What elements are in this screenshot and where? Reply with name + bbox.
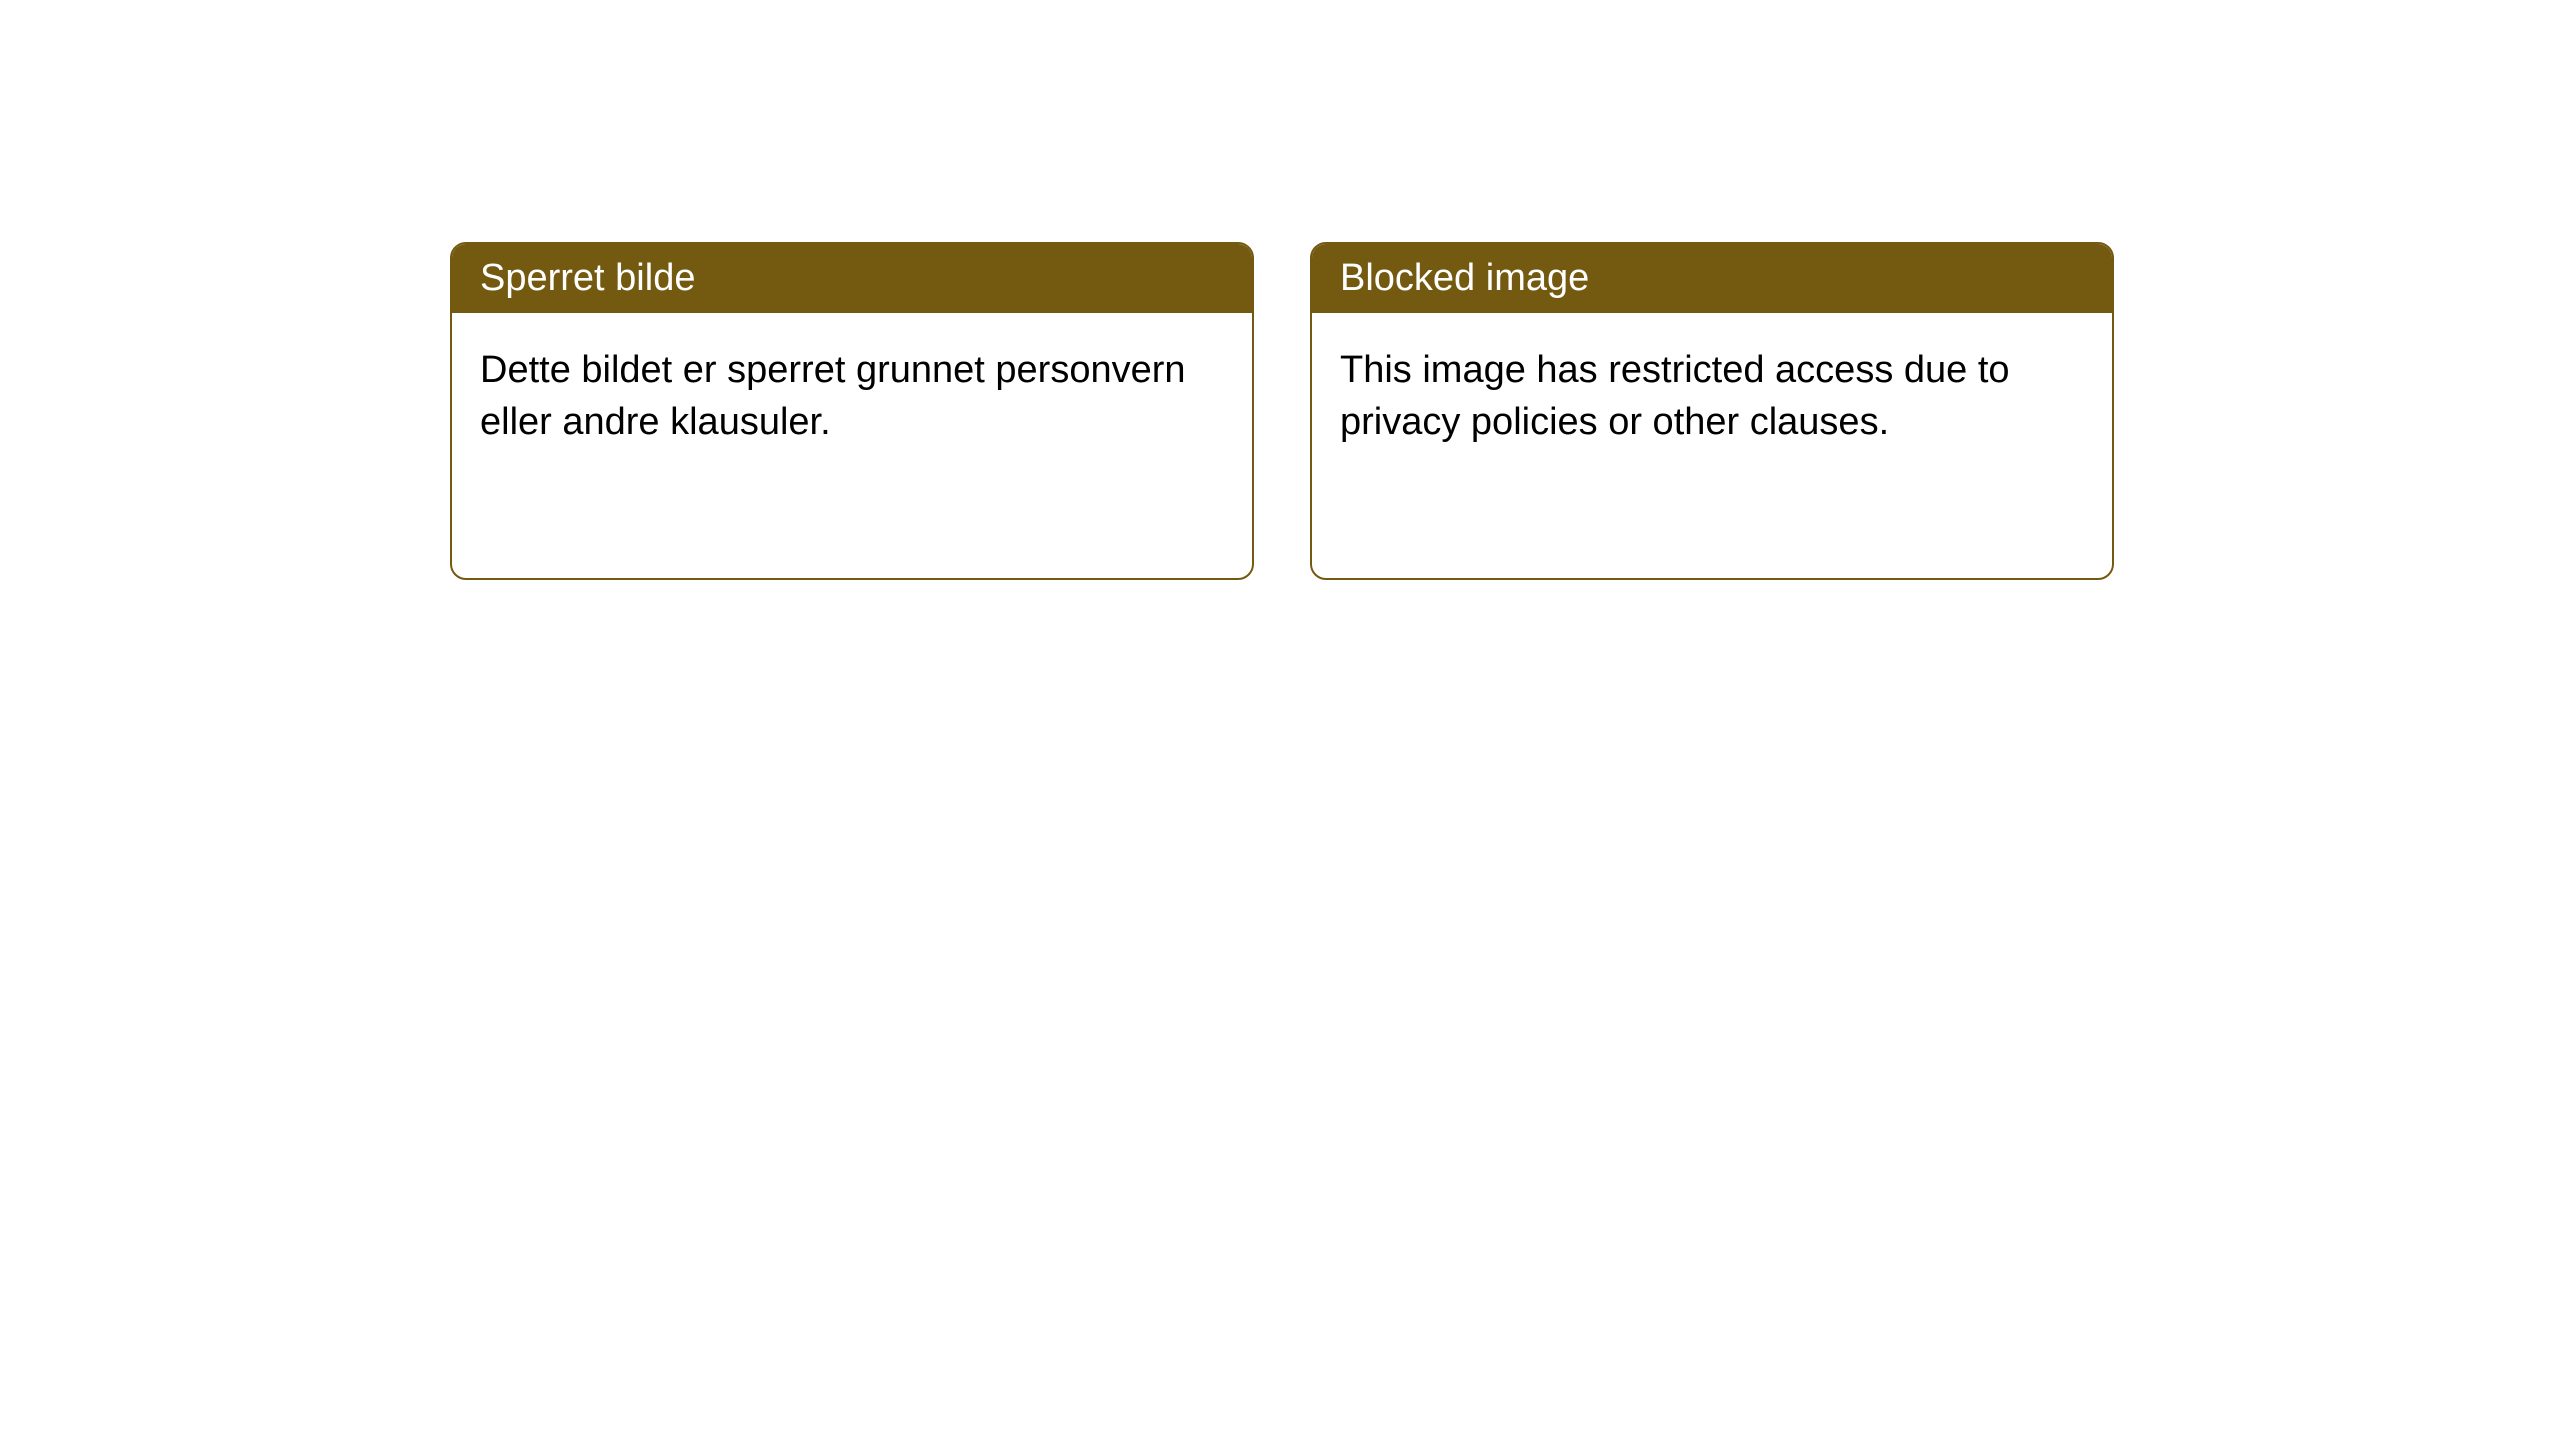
notice-body-text: Dette bildet er sperret grunnet personve… — [452, 313, 1252, 480]
notice-card-norwegian: Sperret bilde Dette bildet er sperret gr… — [450, 242, 1254, 580]
notice-card-english: Blocked image This image has restricted … — [1310, 242, 2114, 580]
notice-title: Blocked image — [1312, 244, 2112, 313]
notice-title: Sperret bilde — [452, 244, 1252, 313]
notice-container: Sperret bilde Dette bildet er sperret gr… — [0, 0, 2560, 580]
notice-body-text: This image has restricted access due to … — [1312, 313, 2112, 480]
